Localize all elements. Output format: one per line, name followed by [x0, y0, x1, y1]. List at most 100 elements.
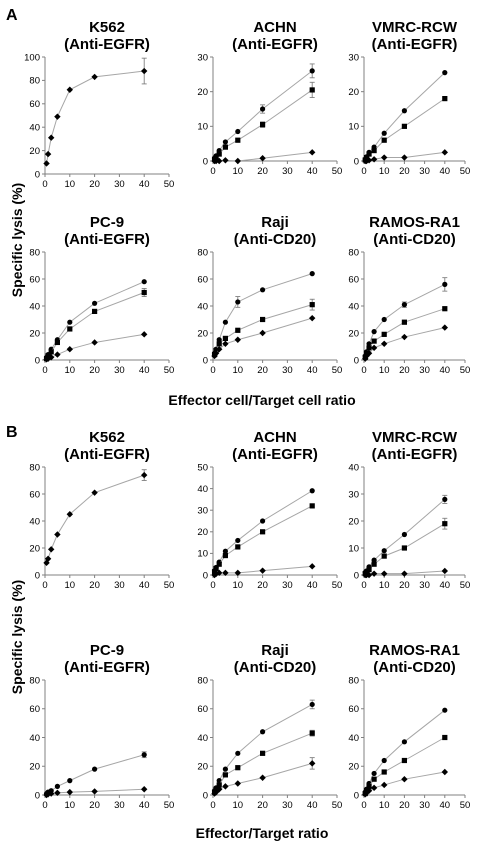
x-tick-label: 50	[460, 580, 471, 591]
y-tick-label: 0	[354, 790, 359, 801]
data-point-square	[442, 734, 448, 741]
subplot-title: K562	[89, 429, 125, 446]
y-tick-label: 80	[29, 247, 40, 258]
y-tick-label: 10	[197, 549, 208, 560]
y-tick-label: 40	[348, 462, 359, 473]
x-tick-label: 30	[114, 179, 125, 190]
data-point-circle	[442, 707, 448, 713]
data-point-diamond	[234, 569, 241, 577]
subplot-title: (Anti-CD20)	[234, 231, 317, 248]
series-line-diamond	[364, 327, 445, 359]
data-point-diamond	[48, 134, 55, 141]
data-point-circle	[442, 496, 448, 502]
y-tick-label: 20	[29, 762, 40, 773]
data-point-diamond	[54, 531, 61, 538]
series-line-square	[214, 732, 313, 793]
x-tick-label: 40	[139, 800, 150, 811]
subplot-12: RAMOS-RA1(Anti-CD20) 0 20 40 60 80 0 10 20 30 40 50	[348, 642, 470, 811]
x-tick-label: 40	[139, 365, 150, 376]
data-point-circle	[92, 300, 98, 306]
y-tick-label: 0	[203, 790, 208, 801]
x-tick-label: 0	[210, 365, 215, 376]
data-point-square	[141, 289, 147, 296]
data-point-diamond	[216, 569, 223, 577]
x-tick-label: 0	[361, 166, 366, 177]
subplot-title: (Anti-CD20)	[373, 659, 456, 676]
y-tick-label: 80	[197, 247, 208, 258]
data-point-circle	[67, 319, 73, 325]
data-point-diamond	[222, 783, 229, 790]
series-line-square	[214, 505, 313, 572]
x-tick-label: 20	[399, 580, 410, 591]
subplot-title: VMRC-RCW	[372, 19, 458, 36]
x-tick-label: 10	[233, 166, 244, 177]
panel-b-letter: B	[6, 424, 18, 441]
y-tick-label: 40	[197, 484, 208, 495]
data-point-diamond	[234, 780, 241, 787]
data-point-square	[216, 782, 222, 788]
subplot-title: PC-9	[90, 214, 124, 231]
data-point-circle	[260, 106, 266, 112]
data-point-square	[309, 87, 315, 93]
data-point-square	[442, 521, 448, 527]
subplot-title: (Anti-EGFR)	[64, 36, 150, 53]
data-point-diamond	[44, 150, 52, 158]
data-point-circle	[260, 287, 266, 293]
x-tick-label: 50	[460, 166, 471, 177]
series-line-square	[364, 98, 446, 161]
subplot-4: PC-9(Anti-EGFR) 0 20 40 60 80 0 10 20 30 40 50	[29, 214, 174, 376]
data-point-diamond	[141, 331, 148, 338]
subplot-title: (Anti-EGFR)	[232, 36, 318, 53]
panel-a-ylabel: Specific lysis (%)	[9, 183, 25, 297]
y-tick-label: 100	[24, 52, 40, 63]
y-tick-label: 60	[29, 704, 40, 715]
data-point-square	[213, 154, 219, 161]
data-point-square	[260, 750, 266, 756]
data-point-diamond	[234, 336, 241, 343]
data-point-diamond	[43, 160, 50, 167]
data-point-square	[235, 327, 241, 333]
data-point-diamond	[54, 113, 61, 120]
data-point-circle	[216, 337, 222, 343]
x-tick-label: 30	[419, 580, 430, 591]
data-point-diamond	[381, 570, 388, 577]
y-tick-label: 80	[29, 675, 40, 686]
x-tick-label: 20	[257, 166, 268, 177]
y-tick-label: 30	[197, 52, 208, 63]
subplot-title: ACHN	[253, 429, 296, 446]
data-point-diamond	[370, 344, 378, 352]
data-point-square	[213, 565, 219, 572]
subplot-2: ACHN(Anti-EGFR) 0 10 20 30 0 10 20 30 40 50	[197, 19, 342, 177]
data-point-circle	[381, 548, 387, 554]
data-point-diamond	[401, 570, 408, 577]
y-tick-label: 80	[29, 462, 40, 473]
x-tick-label: 0	[361, 800, 366, 811]
x-tick-label: 50	[460, 800, 471, 811]
x-tick-label: 50	[332, 580, 343, 591]
x-tick-label: 10	[65, 365, 76, 376]
x-tick-label: 0	[361, 580, 366, 591]
data-point-circle	[222, 548, 228, 554]
series-line-square	[364, 308, 445, 358]
y-tick-label: 30	[348, 489, 359, 500]
x-tick-label: 10	[233, 580, 244, 591]
subplot-title: RAMOS-RA1	[369, 214, 460, 231]
data-point-square	[366, 567, 372, 573]
x-tick-label: 20	[89, 365, 100, 376]
x-tick-label: 20	[399, 365, 410, 376]
x-tick-label: 10	[379, 365, 390, 376]
data-point-diamond	[309, 760, 316, 767]
x-tick-label: 30	[419, 166, 430, 177]
data-point-diamond	[370, 784, 378, 792]
subplot-title: VMRC-RCW	[372, 429, 458, 446]
data-point-diamond	[365, 571, 373, 579]
data-point-circle	[366, 341, 372, 347]
data-point-circle	[235, 128, 241, 135]
series-line-square	[214, 304, 313, 355]
y-tick-label: 20	[348, 762, 359, 773]
x-tick-label: 40	[139, 179, 150, 190]
data-point-diamond	[401, 154, 408, 161]
y-tick-label: 20	[197, 328, 208, 339]
y-tick-label: 80	[348, 247, 359, 258]
data-point-square	[67, 326, 73, 332]
